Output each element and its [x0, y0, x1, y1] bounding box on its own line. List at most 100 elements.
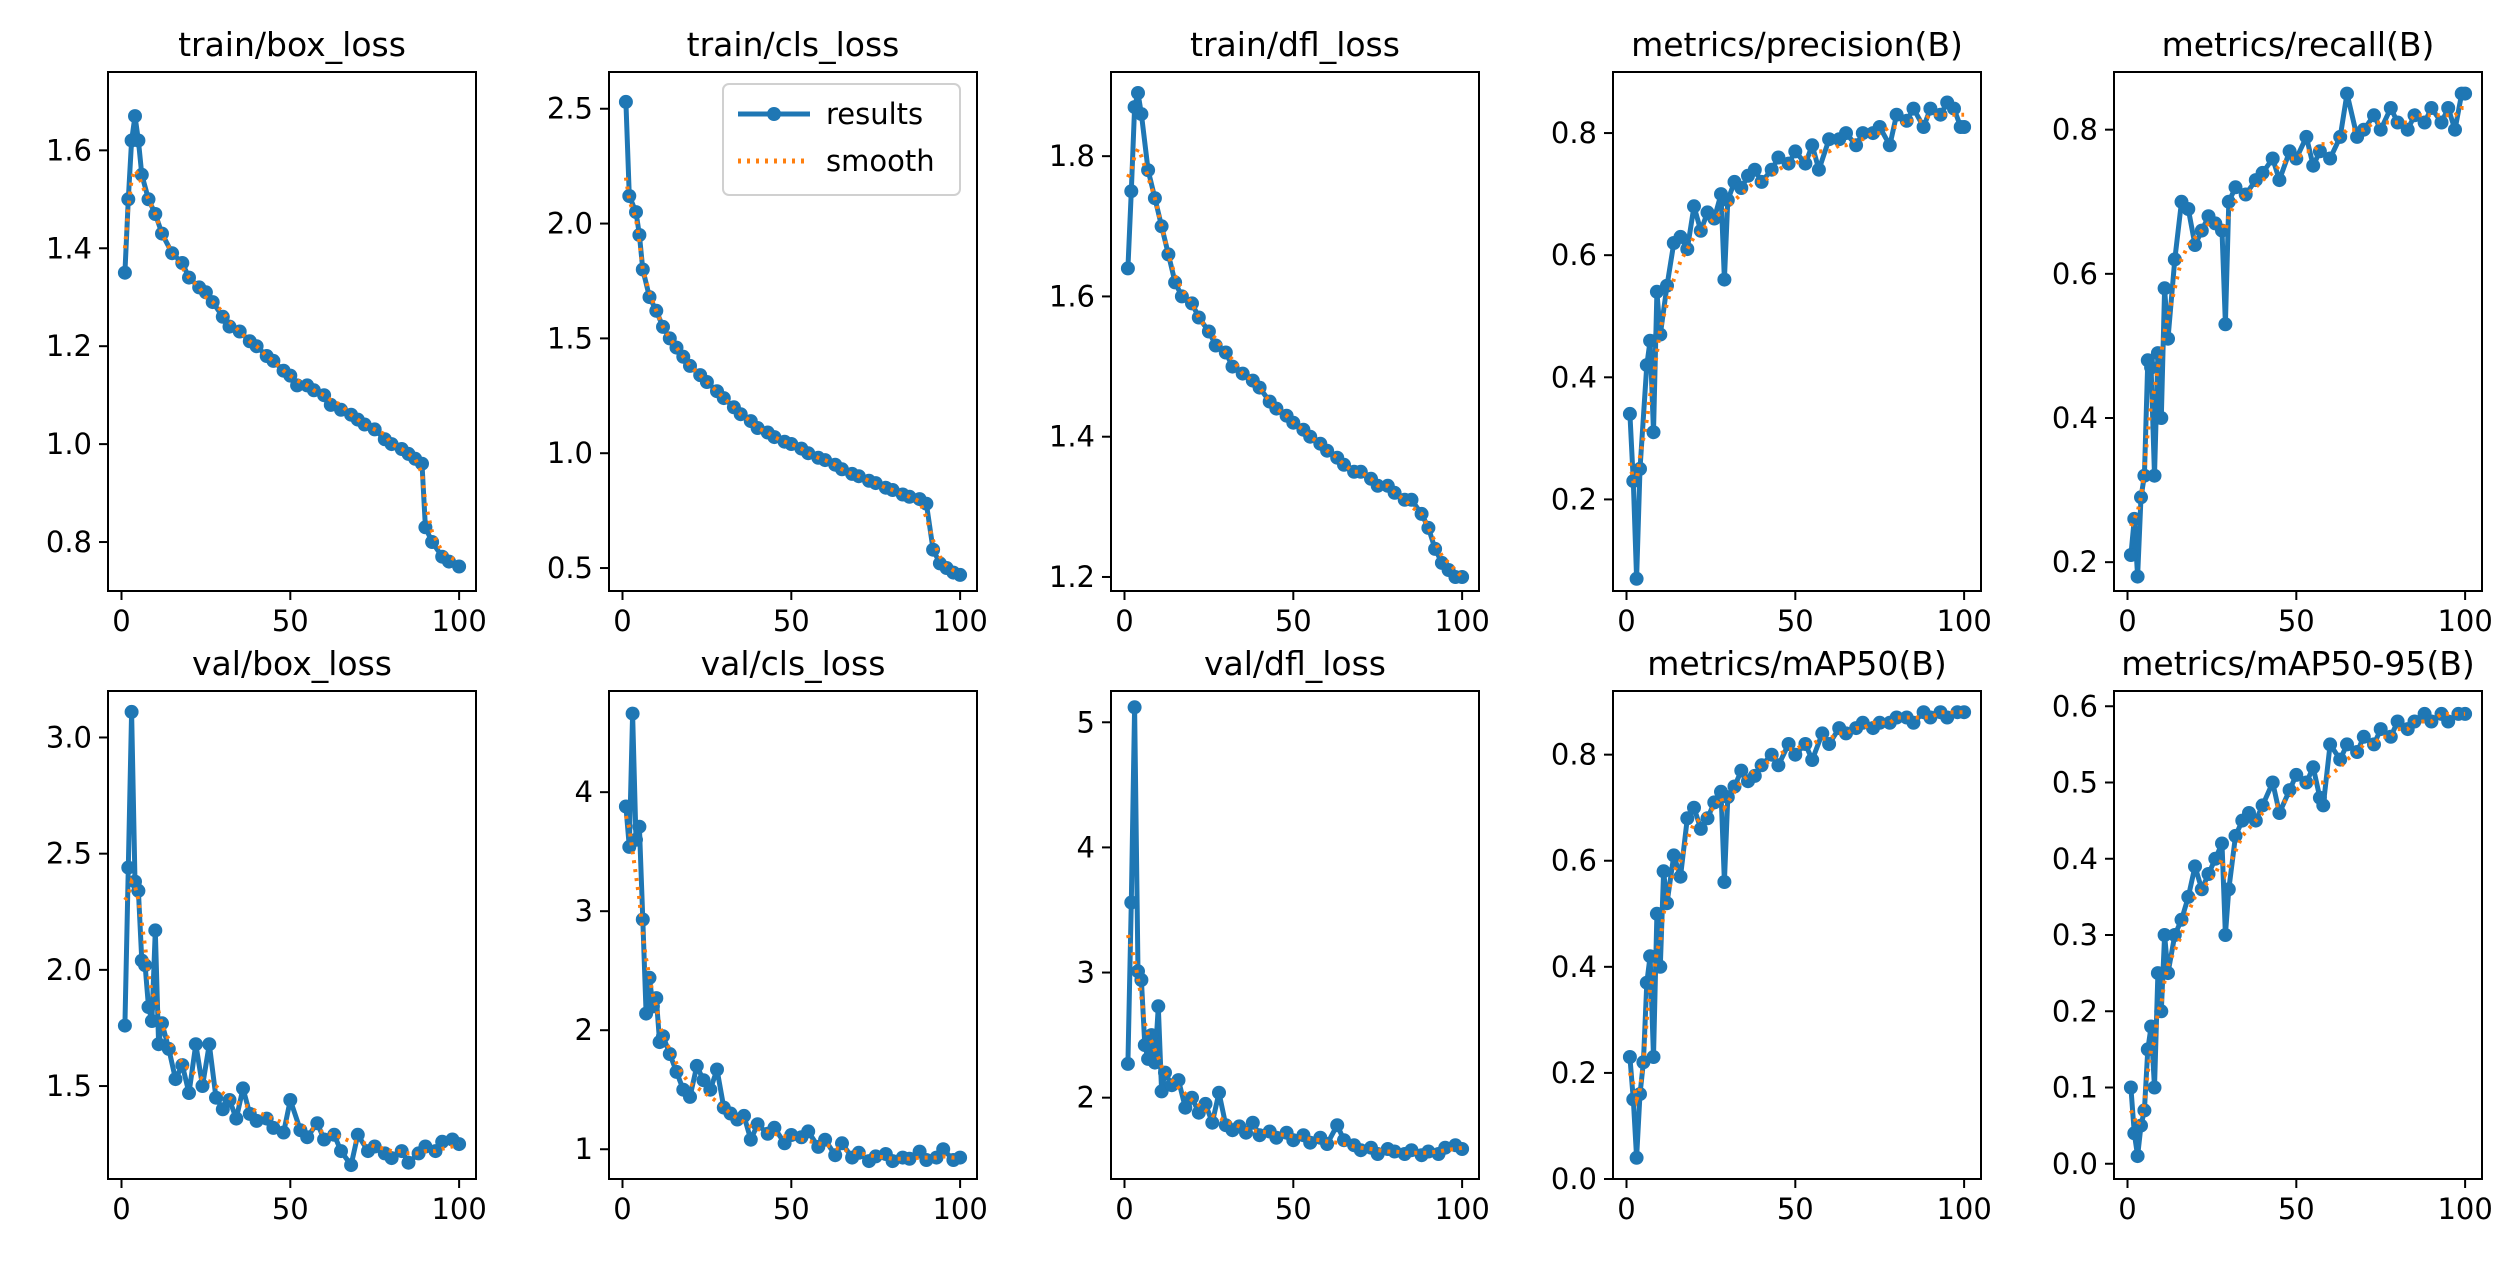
subplot-title: metrics/recall(B) — [2162, 25, 2435, 64]
results-point — [1239, 1125, 1253, 1140]
results-point — [662, 1047, 677, 1061]
results-point — [2272, 806, 2287, 820]
results-point — [1144, 1028, 1159, 1043]
results-point — [2340, 86, 2354, 101]
subplot-3: train/dfl_loss 0 50 100 1.2 1.4 1.6 1.8 — [1049, 25, 1490, 638]
x-tick-label: 50 — [1275, 604, 1312, 638]
subplot-4: metrics/precision(B) 0 50 100 0.2 0.4 0.6 0.8 — [1551, 25, 1992, 638]
results-point — [1798, 737, 1813, 751]
results-point — [384, 1151, 399, 1166]
results-point — [1822, 737, 1837, 751]
results-point — [1127, 700, 1142, 715]
results-point — [1805, 753, 1820, 767]
legend-smooth-label: smooth — [826, 144, 935, 178]
results-point — [737, 1108, 751, 1123]
results-point — [2448, 122, 2462, 137]
results-point — [632, 819, 647, 834]
results-point — [121, 860, 136, 875]
results-point — [1252, 380, 1267, 395]
x-tick-label: 50 — [2278, 1192, 2315, 1226]
results-point — [2306, 760, 2321, 775]
y-tick-label: 4 — [575, 775, 593, 809]
results-point — [1673, 869, 1688, 884]
legend-results-marker — [767, 107, 781, 121]
results-point — [1764, 162, 1779, 177]
x-tick-label: 100 — [1936, 604, 1991, 638]
smooth-series-line — [2129, 711, 2466, 1131]
results-point — [1646, 425, 1661, 440]
results-point — [1882, 138, 1897, 153]
results-point — [2123, 548, 2138, 562]
results-point — [1124, 184, 1139, 199]
results-point — [1923, 101, 1938, 116]
y-tick-label: 0.4 — [2052, 401, 2098, 435]
results-point — [953, 567, 968, 582]
results-point — [2147, 468, 2162, 483]
y-tick-label: 0.6 — [2052, 689, 2098, 723]
y-tick-label: 0.2 — [1551, 1056, 1597, 1090]
subplot-frame — [1110, 71, 1480, 592]
results-point — [1720, 193, 1735, 208]
x-tick-label: 0 — [1115, 604, 1133, 638]
results-point — [2157, 281, 2172, 296]
subplot-1: train/box_loss 0 50 100 0.8 1.0 1.2 1.4 1.6 — [46, 25, 487, 638]
results-point — [2147, 1080, 2162, 1095]
results-point — [1872, 120, 1887, 134]
results-point — [926, 542, 941, 557]
results-point — [689, 1058, 704, 1073]
results-point — [401, 1155, 416, 1170]
subplot-5: metrics/recall(B) 0 50 100 0.2 0.4 0.6 0.8 — [2052, 25, 2493, 638]
results-point — [344, 1158, 359, 1173]
x-tick-label: 0 — [2118, 604, 2136, 638]
results-point — [1798, 156, 1813, 171]
results-point — [618, 94, 633, 109]
results-point — [750, 1117, 765, 1132]
x-tick-label: 100 — [2437, 1192, 2492, 1226]
results-point — [1649, 906, 1664, 921]
results-point — [334, 1144, 348, 1159]
results-point — [1185, 296, 1199, 311]
results-point — [1693, 821, 1708, 836]
results-point — [818, 1132, 833, 1147]
results-point — [165, 246, 180, 261]
y-tick-label: 0.4 — [2052, 842, 2098, 876]
results-point — [1957, 120, 1972, 134]
results-point — [1788, 144, 1803, 159]
results-point — [2255, 165, 2270, 180]
results-point — [1158, 1065, 1172, 1080]
results-point — [1629, 571, 1644, 586]
results-point — [131, 133, 146, 148]
results-point — [209, 1090, 223, 1105]
results-point — [2367, 108, 2381, 123]
x-tick-label: 100 — [431, 604, 486, 638]
results-point — [1771, 758, 1786, 773]
subplot-8: val/dfl_loss 0 50 100 2 3 4 5 — [1077, 644, 1490, 1226]
results-point — [121, 192, 136, 207]
results-point — [1141, 163, 1156, 178]
results-point — [2417, 115, 2432, 130]
results-point — [168, 1072, 183, 1087]
results-point — [669, 1064, 684, 1079]
results-point — [2255, 798, 2270, 813]
subplot-10: metrics/mAP50-95(B) 0 50 100 0.0 0.1 0.2 0.3 0.4… — [2052, 644, 2493, 1226]
y-tick-label: 0.6 — [1551, 238, 1597, 272]
subplot-frame — [1612, 71, 1982, 592]
results-point — [1629, 1150, 1644, 1165]
results-point — [618, 799, 633, 814]
x-tick-label: 100 — [2437, 604, 2492, 638]
x-tick-label: 0 — [613, 1192, 631, 1226]
results-point — [1191, 310, 1206, 325]
y-tick-label: 1.0 — [46, 427, 92, 461]
results-point — [1687, 199, 1701, 214]
results-point — [1653, 959, 1668, 974]
results-point — [2265, 151, 2280, 166]
results-point — [327, 1127, 342, 1142]
results-point — [2333, 752, 2348, 767]
y-tick-label: 1.0 — [547, 436, 593, 470]
results-point — [2130, 569, 2145, 584]
results-point — [2157, 928, 2172, 942]
results-point — [175, 256, 190, 270]
results-point — [229, 1111, 244, 1126]
subplot-2: train/cls_loss 0 50 100 0.5 1.0 1.5 2.0 2.5 — [547, 25, 988, 638]
results-point — [635, 262, 650, 277]
